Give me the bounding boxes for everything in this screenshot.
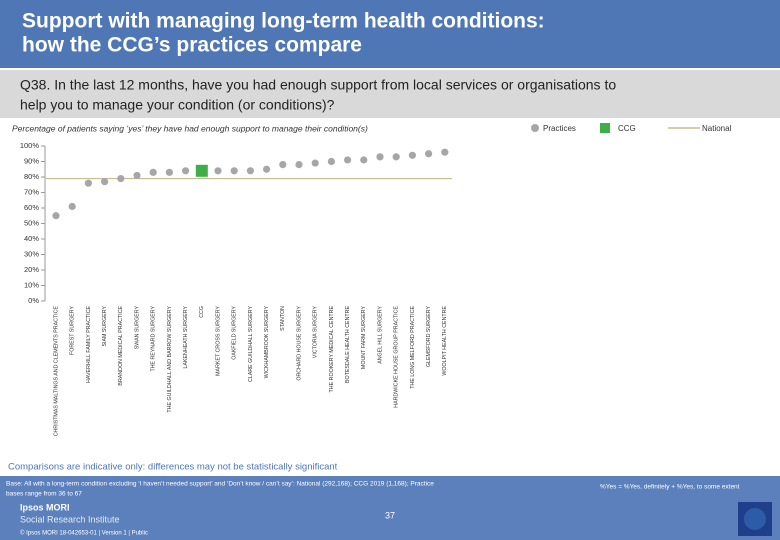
chart-subtitle: Percentage of patients saying ‘yes’ they… — [12, 123, 368, 133]
x-tick-label: SWAN SURGERY — [134, 306, 140, 350]
x-tick-label: THE ROOKERY MEDICAL CENTRE — [329, 306, 335, 393]
practice-dot — [392, 153, 400, 161]
x-tick-label: LAKENHEATH SURGERY — [183, 306, 189, 369]
practice-dot — [425, 150, 433, 158]
practice-dot — [117, 174, 125, 183]
practice-dot — [327, 157, 335, 166]
y-tick-label: 70% — [24, 187, 39, 196]
x-tick-label: CHRISTMAS MALTINGS AND CLEMENTS PRACTICE — [53, 306, 59, 437]
practice-dot — [68, 202, 76, 211]
y-tick-label: 40% — [24, 234, 39, 243]
x-tick-label: BOTESDALE HEALTH CENTRE — [345, 306, 351, 383]
legend-label: National — [702, 124, 732, 133]
x-tick-label: THE GUILDHALL AND BARROW SURGERY — [167, 306, 173, 413]
practice-dot — [165, 168, 173, 176]
x-tick-label: MOUNT FARM SURGERY — [361, 306, 367, 370]
y-tick-label: 30% — [24, 249, 39, 258]
yes-note: %Yes = %Yes, definitely + %Yes, to some … — [600, 484, 740, 491]
legend-swatch — [531, 124, 539, 132]
base-note: Base: All with a long-term condition exc… — [6, 481, 434, 488]
practice-dot — [344, 156, 352, 164]
question: Q38. In the last 12 months, have you had… — [20, 77, 616, 93]
x-tick-label: HARDWICKE HOUSE GROUP PRACTICE — [394, 306, 400, 408]
title: how the CCG’s practices compare — [22, 34, 362, 57]
practice-dot — [279, 161, 287, 169]
x-tick-label: CCG — [199, 306, 205, 318]
x-tick-label: ANGEL HILL SURGERY — [377, 306, 383, 364]
practice-dot — [133, 171, 141, 180]
practice-dot — [149, 168, 157, 176]
x-tick-label: BRANDON MEDICAL PRACTICE — [118, 306, 124, 386]
practice-dot — [182, 167, 190, 175]
legend-label: CCG — [618, 124, 636, 133]
ccg-marker — [195, 164, 208, 177]
x-tick-label: WOOLPIT HEALTH CENTRE — [442, 306, 448, 376]
y-tick-label: 60% — [24, 203, 39, 212]
practice-dot — [246, 167, 254, 175]
legend-swatch — [600, 123, 610, 133]
footer-band — [0, 476, 780, 540]
x-tick-label: THE LONG MELFORD PRACTICE — [410, 306, 416, 389]
x-tick-label: HAVERHILL FAMILY PRACTICE — [86, 306, 92, 383]
x-tick-label: SIAM SURGERY — [102, 306, 108, 347]
header-band — [0, 0, 780, 68]
practice-dot — [263, 165, 271, 173]
practice-dot — [214, 167, 222, 175]
practice-dot — [52, 212, 60, 220]
y-tick-label: 10% — [24, 280, 39, 289]
question-band — [0, 70, 780, 118]
x-tick-label: OAKFIELD SURGERY — [232, 306, 238, 360]
practice-dot — [360, 156, 368, 164]
x-tick-label: ORCHARD HOUSE SURGERY — [296, 306, 302, 381]
logo-text: Social Research Institute — [20, 514, 120, 524]
practice-dot — [84, 179, 92, 187]
y-tick-label: 90% — [24, 156, 39, 165]
x-tick-label: VICTORIA SURGERY — [313, 306, 319, 359]
x-tick-label: MARKET CROSS SURGERY — [215, 306, 221, 376]
practice-dot — [311, 159, 319, 167]
legend-label: Practices — [543, 124, 576, 133]
y-tick-label: 0% — [28, 296, 39, 305]
y-tick-label: 20% — [24, 265, 39, 274]
x-tick-label: CLARE GUILDHALL SURGERY — [248, 306, 254, 382]
x-tick-label: STANTON — [280, 306, 286, 331]
title: Support with managing long-term health c… — [22, 10, 545, 33]
question: help you to manage your condition (or co… — [20, 97, 335, 113]
comparisons-note: Comparisons are indicative only: differe… — [8, 462, 338, 473]
practice-dot — [441, 148, 449, 156]
x-tick-label: GLEMSFORD SURGERY — [426, 306, 432, 368]
practice-dot — [101, 178, 109, 186]
x-tick-label: THE REYNARD SURGERY — [151, 306, 157, 372]
y-tick-label: 50% — [24, 218, 39, 227]
y-tick-label: 80% — [24, 172, 39, 181]
practice-dot — [295, 161, 303, 169]
logo-text: Ipsos MORI — [20, 502, 70, 512]
practice-dot — [408, 151, 416, 159]
practice-dot — [230, 167, 238, 175]
y-tick-label: 100% — [20, 141, 40, 150]
practice-dot — [376, 153, 384, 161]
footer-text: © Ipsos MORI 18-042653-01 | Version 1 | … — [20, 530, 148, 537]
x-tick-label: WICKHAMBROOK SURGERY — [264, 306, 270, 379]
page-number: 37 — [385, 510, 395, 520]
x-tick-label: FOREST SURGERY — [70, 306, 76, 355]
base-note: bases range from 36 to 67 — [6, 491, 82, 498]
logo-circle — [744, 508, 766, 530]
